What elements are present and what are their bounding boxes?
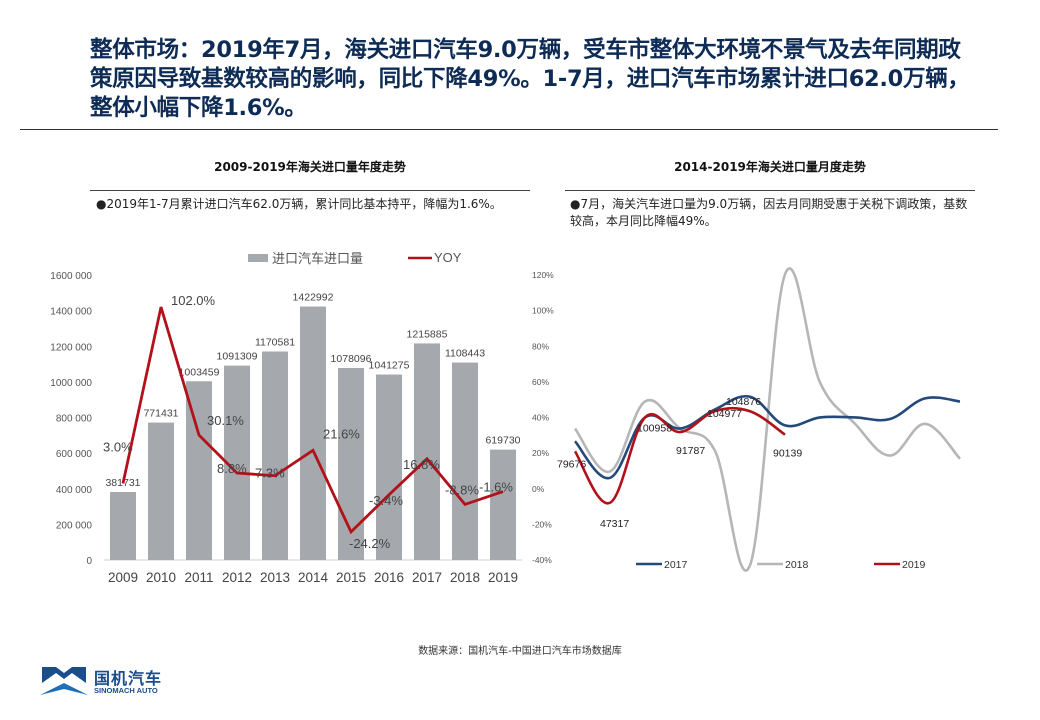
yoy-data-label: -3.4% xyxy=(369,493,403,508)
logo-name-en: SINOMACH AUTO xyxy=(94,686,158,695)
x-axis-tick-label: 2011 xyxy=(184,570,213,585)
line-series-2019 xyxy=(573,406,786,505)
headline-divider xyxy=(20,129,998,130)
bar-data-label: 1041275 xyxy=(369,360,410,372)
x-axis-tick-label: 2013 xyxy=(260,570,290,585)
yoy-data-label: 30.1% xyxy=(207,413,244,428)
legend-label-2017: 2017 xyxy=(664,559,688,571)
bar-data-label: 1078096 xyxy=(331,353,372,365)
yoy-data-label: 8.8% xyxy=(217,461,247,476)
yoy-data-label: -8.8% xyxy=(445,482,479,497)
bar-import-volume xyxy=(110,492,136,560)
left-axis-tick-label: 200 000 xyxy=(56,520,93,531)
x-axis-tick-label: 2012 xyxy=(222,570,252,585)
series-2019-data-label: 100958 xyxy=(637,422,672,434)
yoy-data-label: -24.2% xyxy=(349,536,391,551)
yoy-data-label: 3.0% xyxy=(103,439,133,454)
company-logo: 国机汽车 SINOMACH AUTO xyxy=(38,665,178,701)
yoy-data-label: 21.6% xyxy=(323,426,360,441)
legend-label-2018: 2018 xyxy=(785,559,809,571)
bar-import-volume xyxy=(186,381,212,560)
x-axis-tick-label: 2014 xyxy=(298,570,329,585)
series-2019-data-label: 104876 xyxy=(726,396,761,408)
logo-mountain-icon xyxy=(40,667,88,695)
x-axis-tick-label: 2010 xyxy=(146,570,176,585)
left-panel-note: ●2019年1-7月累计进口汽车62.0万辆，累计同比基本持平，降幅为1.6%。 xyxy=(96,197,502,211)
yoy-data-label: 7.3% xyxy=(255,466,285,481)
series-2019-data-label: 79676 xyxy=(557,458,586,470)
right-axis-tick-label: 20% xyxy=(532,448,549,458)
bar-import-volume xyxy=(376,374,402,560)
right-axis-tick-label: 120% xyxy=(532,270,554,280)
line-series-2018 xyxy=(573,267,961,572)
left-axis-tick-label: 800 000 xyxy=(56,414,93,425)
legend-label-yoy: YOY xyxy=(434,250,462,265)
right-axis-tick-label: -40% xyxy=(532,555,552,565)
x-axis-tick-label: 2019 xyxy=(488,570,518,585)
right-axis-tick-label: 40% xyxy=(532,413,549,423)
x-axis-tick-label: 2016 xyxy=(374,570,404,585)
data-source-note: 数据来源：国机汽车-中国进口汽车市场数据库 xyxy=(418,646,622,657)
right-axis-tick-label: 60% xyxy=(532,377,549,387)
left-axis-tick-label: 1200 000 xyxy=(50,342,92,353)
bar-data-label: 619730 xyxy=(485,435,520,447)
right-panel-divider xyxy=(565,190,975,191)
bar-import-volume xyxy=(452,362,478,560)
bar-data-label: 1108443 xyxy=(445,348,485,360)
legend-label-import: 进口汽车进口量 xyxy=(272,251,363,267)
left-axis-tick-label: 0 xyxy=(86,556,92,567)
left-axis-tick-label: 400 000 xyxy=(56,485,93,496)
left-panel-title: 2009-2019年海关进口量年度走势 xyxy=(214,160,406,174)
page-headline: 整体市场：2019年7月，海关进口汽车9.0万辆，受车市整体大环境不景气及去年同… xyxy=(90,37,970,121)
x-axis-tick-label: 2015 xyxy=(336,570,366,585)
series-2019-data-label: 91787 xyxy=(676,445,705,457)
right-axis-tick-label: 0% xyxy=(532,484,545,494)
x-axis-tick-label: 2009 xyxy=(108,570,138,585)
series-2019-data-label: 90139 xyxy=(773,448,802,460)
bar-import-volume xyxy=(490,449,516,560)
legend-swatch-import xyxy=(248,254,268,262)
logo-name-cn: 国机汽车 xyxy=(94,669,163,688)
bar-data-label: 1091309 xyxy=(217,351,258,363)
bar-import-volume xyxy=(414,343,440,560)
bar-import-volume xyxy=(148,422,174,560)
series-2019-data-label: 104977 xyxy=(707,408,742,420)
right-axis-tick-label: -20% xyxy=(532,519,552,529)
series-2019-data-label: 47317 xyxy=(600,518,629,530)
bar-import-volume xyxy=(300,306,326,560)
bar-data-label: 1170581 xyxy=(255,336,295,348)
yoy-data-label: 16.8% xyxy=(403,457,440,472)
right-axis-tick-label: 100% xyxy=(532,306,554,316)
left-axis-tick-label: 600 000 xyxy=(56,449,93,460)
bar-data-label: 1215885 xyxy=(407,328,448,340)
right-panel-title: 2014-2019年海关进口量月度走势 xyxy=(674,160,866,174)
left-axis-tick-label: 1400 000 xyxy=(50,307,92,318)
yoy-line xyxy=(121,306,504,535)
x-axis-tick-label: 2018 xyxy=(450,570,480,585)
left-axis-tick-label: 1600 000 xyxy=(50,271,92,282)
bar-data-label: 1422992 xyxy=(293,292,334,304)
bar-data-label: 1003459 xyxy=(179,366,220,378)
legend-label-2019: 2019 xyxy=(902,559,926,571)
bar-data-label: 771431 xyxy=(143,408,178,420)
yoy-data-label: 102.0% xyxy=(171,293,216,308)
x-axis-tick-label: 2017 xyxy=(412,570,442,585)
right-panel-note: ●7月，海关汽车进口量为9.0万辆，因去月同期受惠于关税下调政策，基数较高，本月… xyxy=(570,197,968,228)
yoy-data-label: -1.6% xyxy=(479,480,513,495)
right-axis-tick-label: 80% xyxy=(532,341,549,351)
bar-import-volume xyxy=(338,367,364,560)
bar-import-volume xyxy=(262,351,288,560)
left-axis-tick-label: 1000 000 xyxy=(50,378,92,389)
left-panel-divider xyxy=(90,190,530,191)
